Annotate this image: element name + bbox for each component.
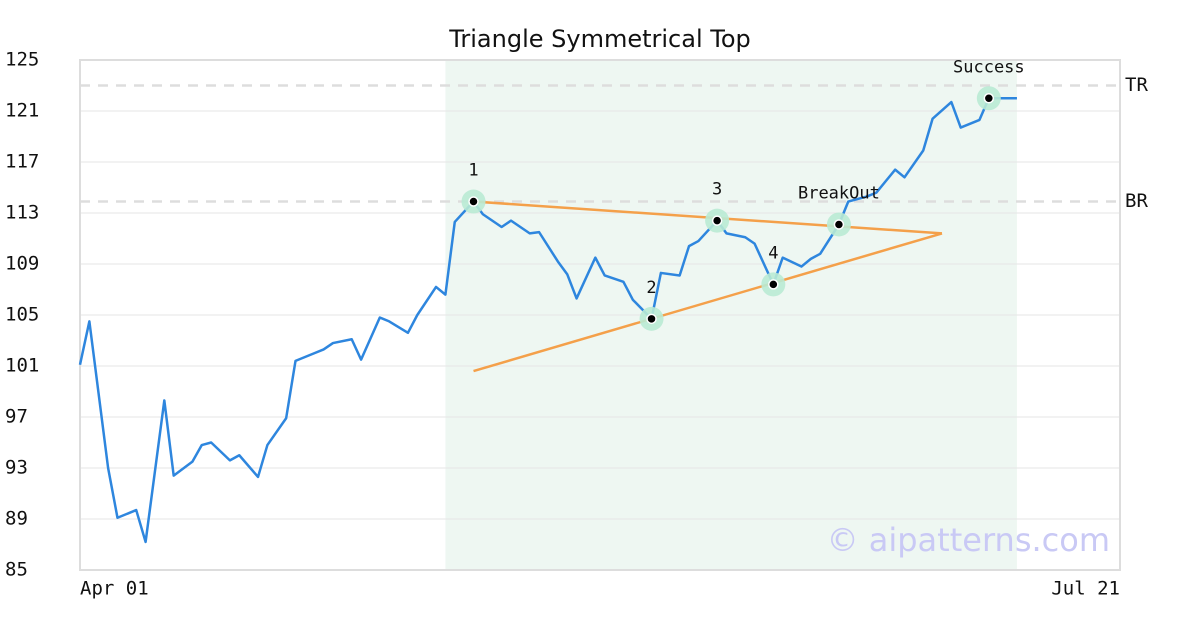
level-label: TR <box>1125 74 1148 96</box>
plot-border <box>79 59 1121 571</box>
y-tick-label: 85 <box>5 559 28 581</box>
annotation-label: 2 <box>646 278 656 298</box>
y-tick-label: 125 <box>5 49 39 71</box>
y-tick-label: 109 <box>5 253 39 275</box>
annotation-label: 3 <box>712 180 722 200</box>
y-tick-label: 89 <box>5 508 28 530</box>
price-line <box>78 97 1017 544</box>
y-tick-label: 113 <box>5 202 39 224</box>
pattern-point <box>833 219 845 230</box>
annotation-label: 1 <box>468 161 478 181</box>
annotation-label: BreakOut <box>798 183 880 203</box>
y-tick-label: 101 <box>5 355 39 377</box>
pattern-point <box>646 313 657 325</box>
annotation-label: 4 <box>768 243 778 263</box>
y-tick-label: 117 <box>5 151 39 173</box>
annotation-label: Success <box>953 57 1025 77</box>
trendline <box>473 232 943 373</box>
y-tick-label: 93 <box>5 457 28 479</box>
pattern-point <box>983 93 995 104</box>
x-tick-label: Jul 21 <box>1051 578 1120 600</box>
pattern-point <box>768 279 779 290</box>
chart-title: Triangle Symmetrical Top <box>448 25 751 53</box>
x-tick-label: Apr 01 <box>80 578 149 600</box>
y-tick-label: 97 <box>5 406 28 428</box>
y-tick-label: 121 <box>5 100 39 122</box>
watermark: © aipatterns.com <box>827 521 1110 559</box>
y-tick-label: 105 <box>5 304 39 326</box>
pattern-point <box>711 215 723 226</box>
level-label: BR <box>1125 190 1148 212</box>
pattern-point <box>468 196 479 207</box>
